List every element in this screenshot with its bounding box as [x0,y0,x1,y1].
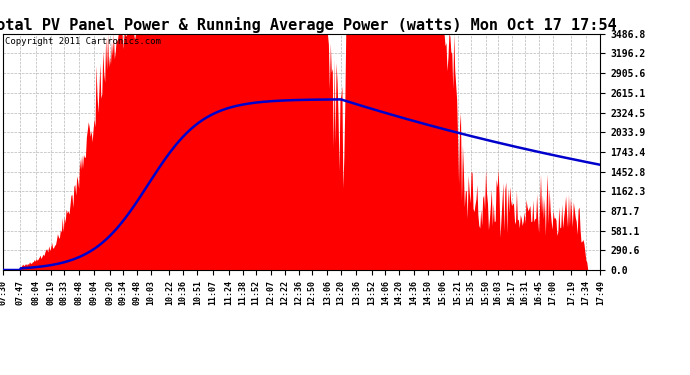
Title: Total PV Panel Power & Running Average Power (watts) Mon Oct 17 17:54: Total PV Panel Power & Running Average P… [0,16,617,33]
Text: Copyright 2011 Cartronics.com: Copyright 2011 Cartronics.com [6,37,161,46]
